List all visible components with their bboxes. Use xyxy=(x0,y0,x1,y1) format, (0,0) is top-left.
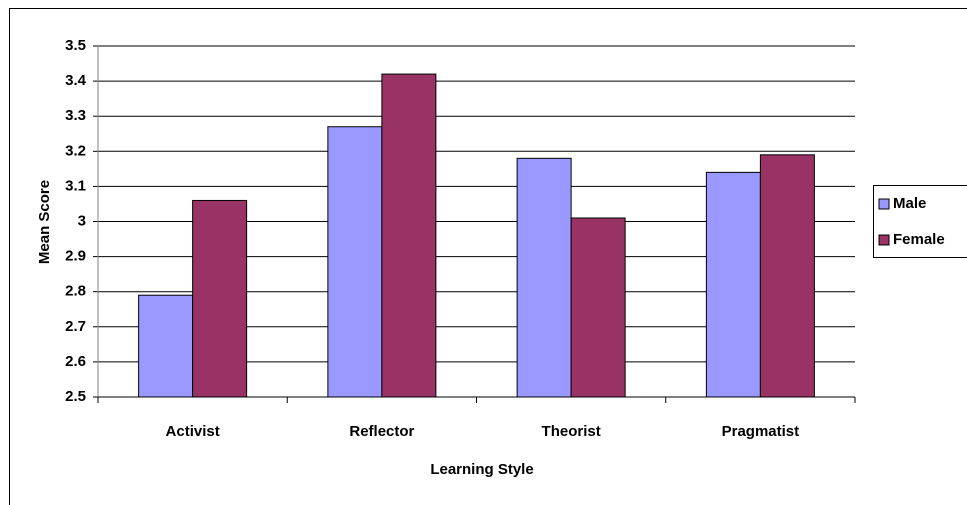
y-tick-label: 2.5 xyxy=(65,388,86,405)
legend-label: Female xyxy=(893,231,945,248)
y-tick-label: 3 xyxy=(78,212,86,229)
bar xyxy=(705,171,761,398)
y-tick-label: 2.9 xyxy=(65,248,86,265)
y-tick-label: 2.7 xyxy=(65,318,86,335)
y-tick-label: 3.3 xyxy=(65,107,86,124)
y-tick-label: 3.1 xyxy=(65,177,86,194)
y-tick-label: 2.8 xyxy=(65,283,86,300)
bar xyxy=(759,154,815,398)
legend-swatch xyxy=(878,198,890,210)
legend-swatch xyxy=(878,234,890,246)
y-tick-label: 3.4 xyxy=(65,72,87,89)
x-axis-label: Learning Style xyxy=(430,461,533,478)
x-tick-label: Reflector xyxy=(349,423,414,440)
x-tick-label: Pragmatist xyxy=(722,423,800,440)
y-tick-label: 3.5 xyxy=(65,37,86,54)
y-tick-label: 3.2 xyxy=(65,142,86,159)
x-tick-label: Activist xyxy=(166,423,220,440)
y-axis-label: Mean Score xyxy=(36,180,53,264)
x-tick-label: Theorist xyxy=(542,423,601,440)
bar xyxy=(516,157,572,398)
chart-frame xyxy=(9,8,967,505)
bar xyxy=(381,73,437,398)
y-tick-label: 2.6 xyxy=(65,353,86,370)
bar xyxy=(192,199,248,398)
legend-label: Male xyxy=(893,195,926,212)
bar xyxy=(138,294,194,398)
bar xyxy=(570,217,626,398)
bar xyxy=(327,126,383,398)
